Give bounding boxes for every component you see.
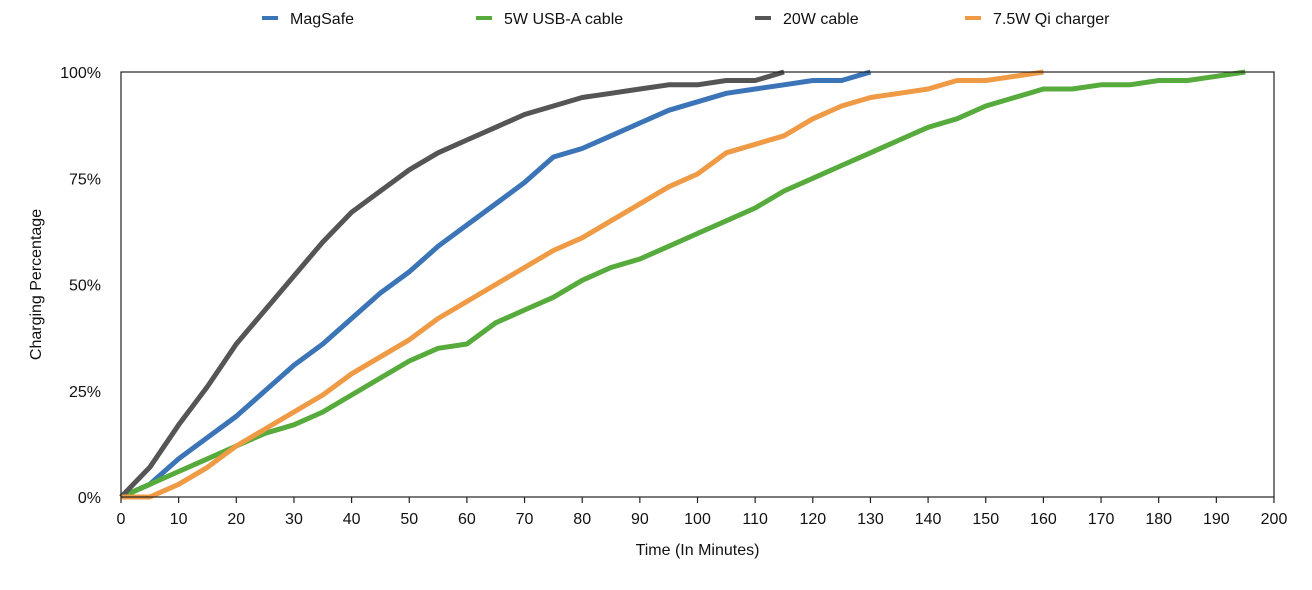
plot-area-frame <box>120 71 1275 498</box>
x-tick-label: 0 <box>117 511 126 528</box>
plot-lines <box>119 69 1246 500</box>
legend-item-20w-cable: 20W cable <box>755 11 859 28</box>
x-tick-label: 170 <box>1088 511 1115 528</box>
x-tick-label: 130 <box>857 511 884 528</box>
x-tick-label: 180 <box>1145 511 1172 528</box>
x-tick-label: 30 <box>285 511 303 528</box>
x-tick-label: 150 <box>972 511 999 528</box>
y-axis-title: Charging Percentage <box>28 209 45 360</box>
x-axis: 0 10 20 30 40 50 60 70 80 90 100 110 120 130 140 150 160… <box>117 497 1288 528</box>
x-tick-label: 60 <box>458 511 476 528</box>
x-tick-label: 120 <box>799 511 826 528</box>
legend-label: 7.5W Qi charger <box>993 11 1110 28</box>
x-tick-label: 40 <box>343 511 361 528</box>
x-axis-title: Time (In Minutes) <box>636 542 760 559</box>
x-tick-label: 110 <box>742 511 768 528</box>
legend-label: MagSafe <box>290 11 354 28</box>
y-tick-label: 100% <box>60 65 101 82</box>
legend: MagSafe 5W USB-A cable 20W cable 7.5W Qi ch… <box>262 11 1110 28</box>
x-tick-label: 20 <box>227 511 245 528</box>
y-tick-label: 75% <box>69 171 101 188</box>
legend-label: 20W cable <box>783 11 859 28</box>
y-tick-label: 0% <box>78 490 101 507</box>
x-tick-label: 200 <box>1261 511 1288 528</box>
y-tick-label: 25% <box>69 384 101 401</box>
x-tick-label: 70 <box>516 511 534 528</box>
series-line-magsafe <box>119 69 872 500</box>
series-line-7-5w-qi-charger <box>121 69 1044 500</box>
legend-item-7-5w-qi-charger: 7.5W Qi charger <box>965 11 1110 28</box>
y-axis: 0% 25% 50% 75% 100% <box>60 65 101 507</box>
x-tick-label: 90 <box>631 511 649 528</box>
x-tick-label: 50 <box>400 511 418 528</box>
series-line-20w-cable <box>119 69 785 499</box>
x-tick-label: 10 <box>170 511 188 528</box>
legend-label: 5W USB-A cable <box>504 11 623 28</box>
x-tick-label: 190 <box>1203 511 1230 528</box>
legend-item-5w-usb-a-cable: 5W USB-A cable <box>476 11 623 28</box>
y-tick-label: 50% <box>69 278 101 295</box>
x-tick-label: 100 <box>684 511 711 528</box>
x-tick-label: 80 <box>573 511 591 528</box>
series-line-5w-usb-a-cable <box>119 69 1246 500</box>
x-tick-label: 160 <box>1030 511 1057 528</box>
legend-item-magsafe: MagSafe <box>262 11 354 28</box>
x-tick-label: 140 <box>915 511 942 528</box>
